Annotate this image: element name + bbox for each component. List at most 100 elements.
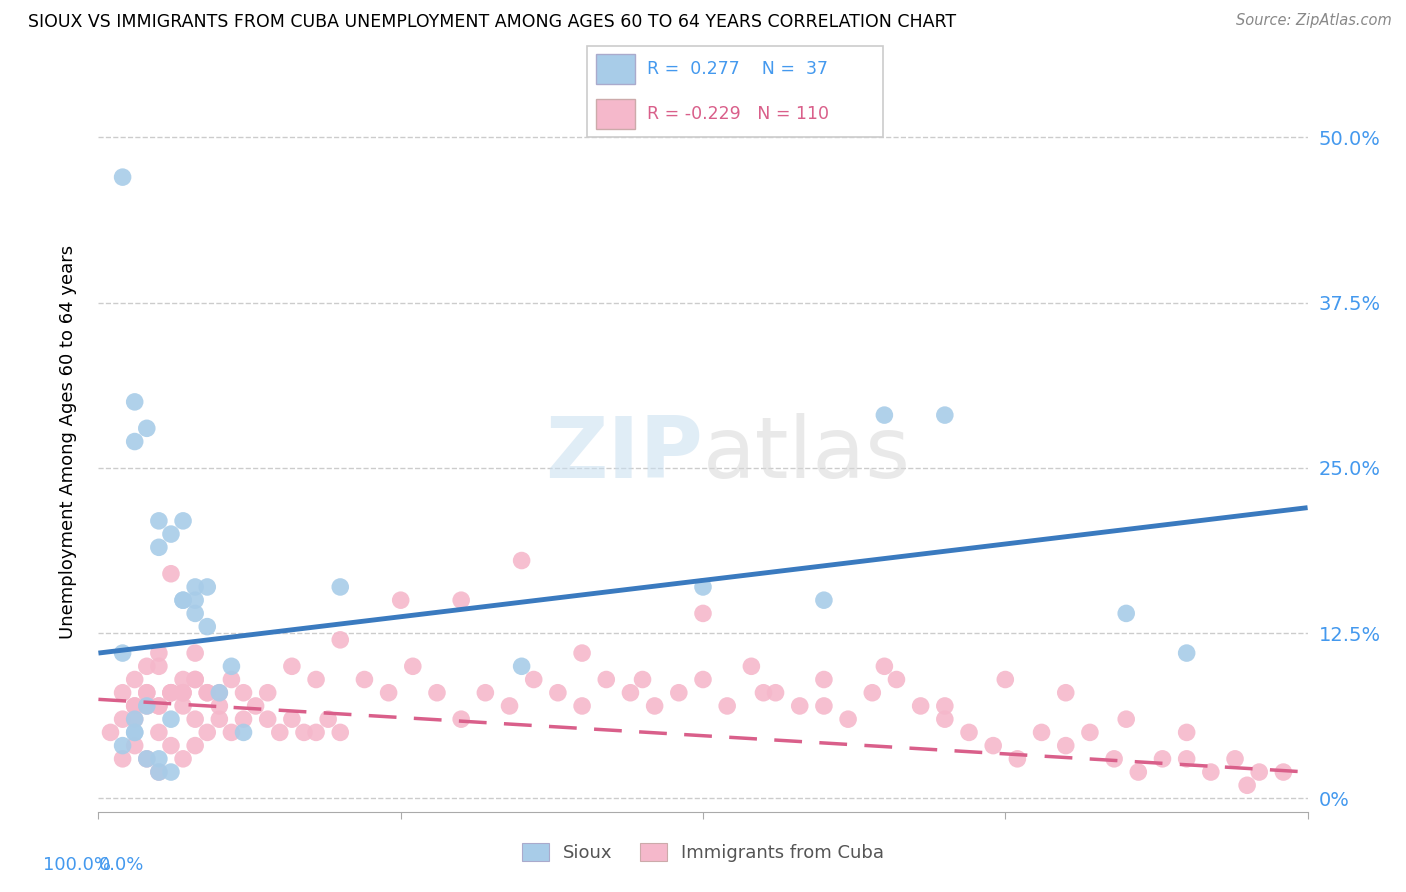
Point: [208, 698, 231, 713]
Point: [111, 170, 134, 185]
Point: [1152, 752, 1174, 766]
Point: [474, 686, 496, 700]
Point: [160, 566, 183, 581]
Point: [510, 553, 533, 567]
Point: [1175, 646, 1198, 660]
Point: [124, 739, 146, 753]
Point: [232, 712, 254, 726]
Point: [135, 698, 157, 713]
Point: [245, 698, 267, 713]
Point: [1236, 778, 1258, 792]
Point: [148, 646, 170, 660]
Point: [389, 593, 412, 607]
Point: [124, 725, 146, 739]
Point: [111, 712, 134, 726]
Point: [124, 434, 146, 449]
Point: [184, 593, 207, 607]
Point: [523, 673, 546, 687]
Point: [450, 593, 472, 607]
Point: [100, 725, 122, 739]
Point: [934, 712, 956, 726]
Point: [124, 395, 146, 409]
Point: [172, 686, 194, 700]
Point: [994, 673, 1017, 687]
Point: [184, 673, 207, 687]
Point: [1175, 752, 1198, 766]
Point: [934, 698, 956, 713]
Point: [934, 408, 956, 422]
Point: [571, 646, 593, 660]
Point: [160, 739, 183, 753]
Point: [172, 593, 194, 607]
Point: [184, 739, 207, 753]
Point: [716, 698, 738, 713]
Point: [426, 686, 449, 700]
Point: [981, 739, 1004, 753]
Point: [619, 686, 641, 700]
Point: [595, 673, 617, 687]
Point: [160, 712, 183, 726]
Point: [172, 673, 194, 687]
Point: [208, 686, 231, 700]
Text: 100.0%: 100.0%: [42, 856, 111, 874]
Point: [195, 686, 218, 700]
Point: [740, 659, 762, 673]
Point: [1175, 725, 1198, 739]
Point: [124, 673, 146, 687]
Point: [111, 646, 134, 660]
Point: [1115, 712, 1137, 726]
Point: [1054, 739, 1077, 753]
Text: R =  0.277    N =  37: R = 0.277 N = 37: [647, 60, 828, 78]
Point: [692, 580, 714, 594]
Point: [765, 686, 787, 700]
Point: [789, 698, 811, 713]
FancyBboxPatch shape: [596, 54, 636, 84]
Point: [269, 725, 291, 739]
Point: [316, 712, 339, 726]
Point: [256, 712, 278, 726]
Point: [221, 725, 243, 739]
Point: [160, 686, 183, 700]
Point: [692, 673, 714, 687]
Point: [510, 659, 533, 673]
Point: [195, 580, 218, 594]
Point: [1128, 765, 1150, 780]
Point: [208, 712, 231, 726]
Point: [172, 514, 194, 528]
Point: [111, 739, 134, 753]
Text: SIOUX VS IMMIGRANTS FROM CUBA UNEMPLOYMENT AMONG AGES 60 TO 64 YEARS CORRELATION: SIOUX VS IMMIGRANTS FROM CUBA UNEMPLOYME…: [28, 13, 956, 31]
Point: [886, 673, 908, 687]
Point: [184, 607, 207, 621]
Point: [232, 725, 254, 739]
Point: [498, 698, 520, 713]
Y-axis label: Unemployment Among Ages 60 to 64 years: Unemployment Among Ages 60 to 64 years: [59, 244, 77, 639]
FancyBboxPatch shape: [596, 99, 636, 129]
Point: [148, 698, 170, 713]
Point: [111, 686, 134, 700]
Point: [195, 725, 218, 739]
Point: [135, 686, 157, 700]
Point: [124, 725, 146, 739]
Point: [135, 698, 157, 713]
Point: [1031, 725, 1053, 739]
Point: [571, 698, 593, 713]
Point: [135, 421, 157, 435]
Point: [1078, 725, 1101, 739]
Point: [305, 673, 328, 687]
Point: [1249, 765, 1271, 780]
Point: [195, 686, 218, 700]
Point: [184, 646, 207, 660]
Point: [124, 712, 146, 726]
Point: [148, 765, 170, 780]
Point: [1115, 607, 1137, 621]
Text: Source: ZipAtlas.com: Source: ZipAtlas.com: [1236, 13, 1392, 29]
Point: [860, 686, 883, 700]
Point: [873, 659, 896, 673]
Point: [329, 632, 352, 647]
Point: [184, 580, 207, 594]
Point: [692, 607, 714, 621]
Point: [195, 620, 218, 634]
Point: [1199, 765, 1222, 780]
Point: [377, 686, 399, 700]
Point: [813, 593, 835, 607]
